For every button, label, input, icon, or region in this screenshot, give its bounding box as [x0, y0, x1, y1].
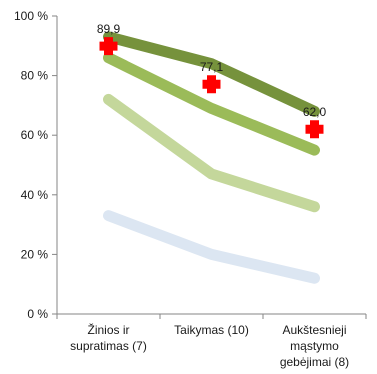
series-lines: [103, 31, 320, 284]
y-axis-ticks: 0 % 20 % 40 % 60 % 80 % 100 %: [14, 9, 57, 321]
series-line-4: [103, 31, 320, 117]
x-category-label: Žinios ir supratimas (7): [70, 322, 147, 353]
y-tick-label: 100 %: [14, 9, 48, 23]
series-line-2: [103, 93, 320, 213]
y-tick-label: 20 %: [21, 247, 49, 261]
score-markers: [99, 37, 324, 139]
y-tick-label: 40 %: [21, 188, 49, 202]
x-category-label: Aukštesnieji mąstymo gebėjimai (8): [280, 323, 349, 369]
x-category-label: Taikymas (10): [174, 323, 249, 337]
chart-axes: [56, 16, 366, 315]
series-line-1: [103, 210, 320, 284]
data-label: 62,0: [303, 105, 327, 119]
cross-marker: [202, 75, 221, 94]
y-tick-label: 80 %: [21, 69, 49, 83]
y-tick-label: 60 %: [21, 128, 49, 142]
series-line-3: [103, 52, 320, 156]
data-label: 77,1: [200, 60, 224, 74]
cross-marker: [305, 120, 324, 139]
x-axis-labels: Žinios ir supratimas (7) Taikymas (10) Aukš…: [56, 314, 367, 369]
y-tick-label: 0 %: [27, 307, 48, 321]
data-labels: 89,9 77,1 62,0: [97, 22, 327, 119]
data-label: 89,9: [97, 22, 121, 36]
cross-marker: [99, 37, 118, 56]
